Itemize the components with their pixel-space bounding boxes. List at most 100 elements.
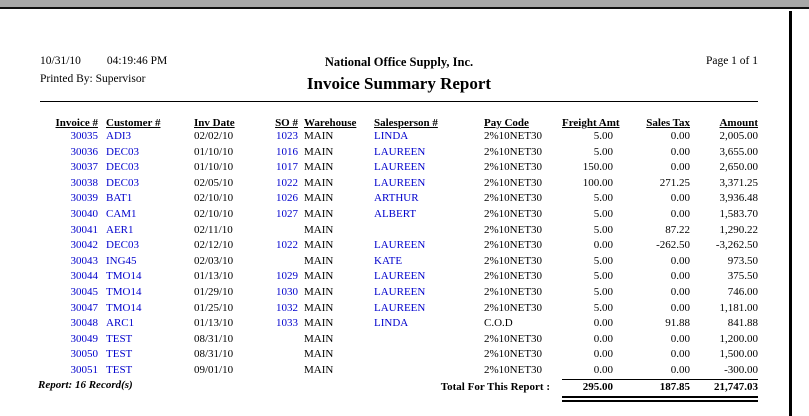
- invoice-row: 30035 ADI3 02/02/10 1023 MAIN LINDA 2%10NET30 5…: [40, 129, 759, 145]
- salestax-cell: 91.88: [665, 317, 690, 330]
- warehouse-cell: MAIN: [304, 223, 334, 236]
- customer-cell[interactable]: ADI3: [106, 130, 132, 142]
- salestax-cell: 0.00: [670, 285, 690, 298]
- customer-cell[interactable]: DEC03: [106, 176, 139, 189]
- so-cell: [258, 254, 300, 270]
- salesperson-cell[interactable]: LAUREEN: [374, 239, 426, 252]
- freight-cell: 5.00: [593, 145, 613, 158]
- so-cell[interactable]: 1017: [276, 161, 298, 174]
- invoice-row: 30050 TEST 08/31/10 MAIN 2%10NET30 0.00 0.00 1,…: [40, 347, 759, 363]
- invoice-row: 30041 AER1 02/11/10 MAIN 2%10NET30 5.00 87.22 1…: [40, 223, 759, 239]
- invoice-cell[interactable]: 30039: [70, 192, 99, 205]
- paycode-cell: 2%10NET30: [484, 223, 543, 236]
- paycode-cell: C.O.D: [484, 317, 513, 330]
- warehouse-cell: MAIN: [304, 348, 334, 361]
- paycode-cell: 2%10NET30: [484, 130, 543, 142]
- salestax-cell: 87.22: [665, 223, 690, 236]
- amount-cell: 1,181.00: [719, 301, 759, 314]
- so-cell[interactable]: 1030: [276, 285, 298, 298]
- salesperson-cell: [372, 223, 480, 239]
- freight-cell: 5.00: [593, 254, 613, 267]
- invoice-cell[interactable]: 30043: [70, 254, 99, 267]
- customer-cell[interactable]: TMO14: [106, 270, 142, 283]
- customer-cell[interactable]: ARC1: [106, 317, 135, 330]
- salesperson-cell[interactable]: ARTHUR: [374, 192, 419, 205]
- invoice-cell[interactable]: 30038: [70, 176, 99, 189]
- customer-cell[interactable]: CAM1: [106, 207, 137, 220]
- customer-cell[interactable]: TEST: [106, 364, 133, 377]
- invoice-column-header: Invoice #: [55, 117, 98, 129]
- so-cell: [258, 363, 300, 379]
- salesperson-cell[interactable]: ALBERT: [374, 207, 417, 220]
- salesperson-cell[interactable]: KATE: [374, 254, 403, 267]
- salesperson-cell[interactable]: LAUREEN: [374, 145, 426, 158]
- salestax-cell: 0.00: [670, 332, 690, 345]
- paycode-cell: 2%10NET30: [484, 364, 543, 377]
- salestax-cell: 0.00: [670, 301, 690, 314]
- invoice-cell[interactable]: 30037: [70, 161, 99, 174]
- salestax-cell: -262.50: [656, 239, 690, 252]
- so-cell[interactable]: 1033: [276, 317, 298, 330]
- freight-cell: 150.00: [582, 161, 613, 174]
- paycode-cell: 2%10NET30: [484, 176, 543, 189]
- freight-cell: 0.00: [593, 239, 613, 252]
- so-cell[interactable]: 1027: [276, 207, 298, 220]
- amount-cell: 1,500.00: [719, 348, 759, 361]
- salestax-cell: 0.00: [670, 161, 690, 174]
- salesperson-cell[interactable]: LAUREEN: [374, 285, 426, 298]
- amount-cell: 1,200.00: [719, 332, 759, 345]
- customer-cell[interactable]: DEC03: [106, 145, 139, 158]
- customer-column-header: Customer #: [106, 117, 161, 129]
- freight-cell: 0.00: [593, 348, 613, 361]
- invoice-cell[interactable]: 30041: [70, 223, 99, 236]
- salestax-cell: 0.00: [670, 254, 690, 267]
- report-page: 10/31/10 04:19:46 PM National Office Supp…: [0, 11, 792, 416]
- customer-cell[interactable]: TMO14: [106, 285, 142, 298]
- invoice-cell[interactable]: 30044: [70, 270, 99, 283]
- salesperson-cell[interactable]: LAUREEN: [374, 270, 426, 283]
- invoice-cell[interactable]: 30040: [70, 207, 99, 220]
- so-column-header: SO #: [275, 117, 298, 129]
- invoice-cell[interactable]: 30049: [70, 332, 99, 345]
- customer-cell[interactable]: TMO14: [106, 301, 142, 314]
- invoice-cell[interactable]: 30035: [70, 130, 99, 142]
- customer-cell[interactable]: DEC03: [106, 239, 139, 252]
- customer-cell[interactable]: TEST: [106, 348, 133, 361]
- salestax-cell: 0.00: [670, 207, 690, 220]
- so-cell[interactable]: 1016: [276, 145, 298, 158]
- salesperson-cell[interactable]: LAUREEN: [374, 176, 426, 189]
- invoice-cell[interactable]: 30050: [70, 348, 99, 361]
- so-cell[interactable]: 1023: [276, 130, 298, 142]
- salestax-column-header: Sales Tax: [646, 117, 690, 129]
- so-cell[interactable]: 1032: [276, 301, 298, 314]
- freight-cell: 5.00: [593, 192, 613, 205]
- invoice-cell[interactable]: 30048: [70, 317, 99, 330]
- salesperson-cell[interactable]: LINDA: [374, 317, 409, 330]
- customer-cell[interactable]: ING45: [106, 254, 137, 267]
- so-cell[interactable]: 1026: [276, 192, 298, 205]
- salesperson-cell[interactable]: LAUREEN: [374, 161, 426, 174]
- invdate-cell: 02/10/10: [194, 207, 234, 220]
- amount-column-header: Amount: [719, 117, 758, 129]
- invoice-cell[interactable]: 30045: [70, 285, 99, 298]
- freight-cell: 5.00: [593, 270, 613, 283]
- invdate-cell: 02/10/10: [194, 192, 234, 205]
- invoice-cell[interactable]: 30042: [70, 239, 99, 252]
- invoice-cell[interactable]: 30051: [70, 364, 99, 377]
- customer-cell[interactable]: BAT1: [106, 192, 133, 205]
- invoice-cell[interactable]: 30047: [70, 301, 99, 314]
- customer-cell[interactable]: TEST: [106, 332, 133, 345]
- invoice-row: 30051 TEST 09/01/10 MAIN 2%10NET30 0.00 0.00 -3…: [40, 363, 759, 379]
- customer-cell[interactable]: AER1: [106, 223, 134, 236]
- customer-cell[interactable]: DEC03: [106, 161, 139, 174]
- invoice-cell[interactable]: 30036: [70, 145, 99, 158]
- so-cell[interactable]: 1029: [276, 270, 298, 283]
- invoice-row: 30039 BAT1 02/10/10 1026 MAIN ARTHUR 2%10NET30…: [40, 191, 759, 207]
- salesperson-cell[interactable]: LAUREEN: [374, 301, 426, 314]
- warehouse-cell: MAIN: [304, 207, 334, 220]
- report-totals-row: Total For This Report : 295.00 187.85 21…: [40, 378, 758, 394]
- salesperson-cell[interactable]: LINDA: [374, 130, 409, 142]
- so-cell[interactable]: 1022: [276, 176, 298, 189]
- freight-cell: 5.00: [593, 285, 613, 298]
- so-cell[interactable]: 1022: [276, 239, 298, 252]
